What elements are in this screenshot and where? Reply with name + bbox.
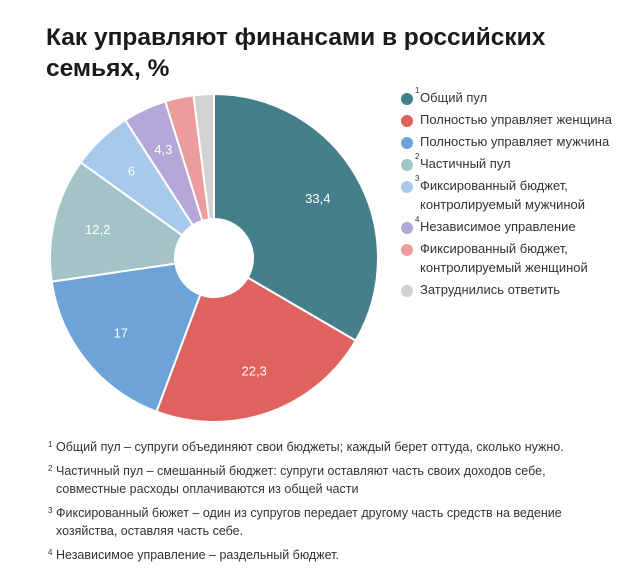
legend-label: Фиксированный бюджет, контролируемый муж…	[420, 178, 586, 212]
legend-footnote-marker: 4	[415, 215, 420, 224]
slice-value-label: 12,2	[85, 222, 110, 237]
legend-item: 4 Независимое управление	[401, 215, 637, 236]
legend-footnote-marker: 3	[415, 174, 420, 183]
legend-label: Фиксированный бюджет, контролируемый жен…	[420, 241, 588, 275]
footnote-text: Общий пул – супруги объединяют свои бюдж…	[56, 440, 564, 454]
legend-item: Полностью управляет мужчина	[401, 132, 637, 151]
footnote: 1 Общий пул – супруги объединяют свои бю…	[48, 438, 608, 456]
legend-label: Частичный пул	[420, 156, 511, 171]
legend-swatch	[401, 137, 413, 149]
footnote-number: 4	[48, 548, 53, 557]
legend-label: Независимое управление	[420, 219, 576, 234]
donut-slice	[155, 276, 358, 423]
legend-swatch	[401, 285, 413, 297]
footnote-text: Частичный пул – смешанный бюджет: супруг…	[56, 464, 546, 496]
legend-swatch	[401, 159, 413, 171]
legend-swatch	[401, 115, 413, 127]
donut-slice	[213, 92, 379, 342]
footnote-text: Независимое управление – раздельный бюдж…	[56, 548, 339, 562]
legend: 1 Общий пул Полностью управляет женщина …	[401, 86, 637, 302]
legend-swatch	[401, 93, 413, 105]
footnote-number: 3	[48, 506, 53, 515]
slice-value-label: 17	[114, 326, 128, 341]
footnote-text: Фиксированный бюжет – один из супругов п…	[56, 506, 562, 538]
legend-label: Затруднились ответить	[420, 282, 561, 297]
legend-swatch	[401, 222, 413, 234]
legend-item: Затруднились ответить	[401, 280, 637, 299]
legend-item: Фиксированный бюджет, контролируемый жен…	[401, 239, 637, 277]
legend-label: Полностью управляет женщина	[420, 112, 612, 127]
slice-value-label: 4,3	[154, 142, 172, 157]
donut-slice	[50, 262, 202, 413]
legend-swatch	[401, 181, 413, 193]
legend-label: Полностью управляет мужчина	[420, 134, 610, 149]
legend-swatch	[401, 244, 413, 256]
slice-value-label: 33,4	[305, 191, 330, 206]
legend-label: Общий пул	[420, 90, 488, 105]
footnotes: 1 Общий пул – супруги объединяют свои бю…	[48, 438, 608, 570]
donut-slice	[49, 161, 184, 283]
slice-value-label: 6	[128, 164, 135, 179]
slice-value-label: 22,3	[242, 363, 267, 378]
footnote: 3 Фиксированный бюжет – один из супругов…	[48, 504, 608, 540]
donut-slice	[192, 92, 215, 221]
footnote: 2 Частичный пул – смешанный бюджет: супр…	[48, 462, 608, 498]
legend-footnote-marker: 1	[415, 86, 420, 95]
footnote-number: 1	[48, 440, 53, 449]
footnote-number: 2	[48, 464, 53, 473]
chart-title: Как управляют финансами в российских сем…	[46, 24, 546, 82]
legend-footnote-marker: 2	[415, 152, 420, 161]
legend-item: 1 Общий пул	[401, 86, 637, 107]
legend-item: 3 Фиксированный бюджет, контролируемый м…	[401, 174, 637, 214]
footnote: 4 Независимое управление – раздельный бю…	[48, 546, 608, 564]
legend-item: Полностью управляет женщина	[401, 110, 637, 129]
legend-item: 2 Частичный пул	[401, 152, 637, 173]
